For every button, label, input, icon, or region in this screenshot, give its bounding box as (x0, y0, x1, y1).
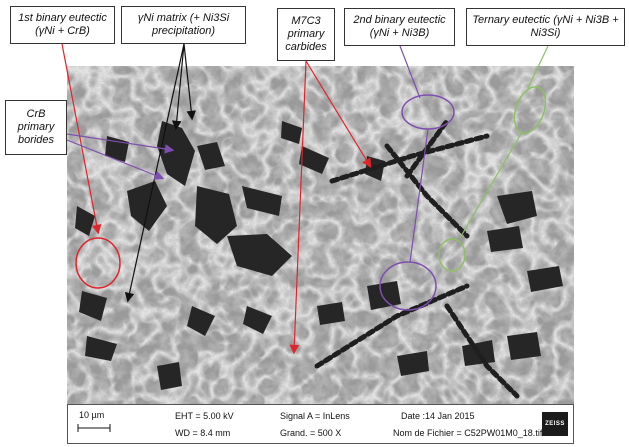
label-first-binary-line2: (γNi + CrB) (35, 25, 90, 37)
label-borides-line1: CrB (26, 108, 46, 120)
label-matrix-line2: precipitation) (152, 25, 215, 37)
date-value: Date :14 Jan 2015 (401, 411, 475, 421)
label-carbides-line3: carbides (285, 41, 327, 53)
label-borides: CrB primary borides (5, 100, 67, 155)
label-first-binary-line1: 1st binary eutectic (18, 12, 107, 24)
label-carbides-line2: primary (287, 28, 325, 40)
zeiss-logo: ZEISS (542, 412, 568, 436)
label-ternary-line2: Ni3Si) (530, 27, 561, 39)
label-matrix: γNi matrix (+ Ni3Si precipitation) (121, 6, 246, 44)
label-second-binary-line1: 2nd binary eutectic (353, 14, 446, 26)
label-second-binary-line2: (γNi + Ni3B) (369, 27, 430, 39)
signal-value: Signal A = InLens (280, 411, 350, 421)
wd-value: WD = 8.4 mm (175, 428, 231, 438)
label-carbides: M7C3 primary carbides (277, 8, 335, 61)
label-second-binary-eutectic: 2nd binary eutectic (γNi + Ni3B) (344, 8, 455, 46)
magnification-value: Grand. = 500 X (280, 428, 342, 438)
label-carbides-line1: M7C3 (291, 15, 321, 27)
label-matrix-line1: γNi matrix (+ Ni3Si (137, 12, 230, 24)
scale-bar (77, 424, 111, 432)
micrograph-image (67, 66, 574, 404)
label-borides-line3: borides (17, 134, 55, 146)
file-name-value: Nom de Fichier = C52PW01M0_18.tif (393, 428, 543, 438)
eht-value: EHT = 5.00 kV (175, 411, 234, 421)
sem-micrograph (67, 66, 574, 404)
scale-bar-label: 10 µm (79, 410, 105, 420)
label-borides-line2: primary (17, 121, 55, 133)
label-first-binary-eutectic: 1st binary eutectic (γNi + CrB) (10, 6, 115, 44)
label-ternary-line1: Ternary eutectic (γNi + Ni3B + (472, 14, 619, 26)
label-ternary-eutectic: Ternary eutectic (γNi + Ni3B + Ni3Si) (466, 8, 625, 46)
sem-data-bar: 10 µm EHT = 5.00 kV WD = 8.4 mm Signal A… (67, 404, 574, 444)
